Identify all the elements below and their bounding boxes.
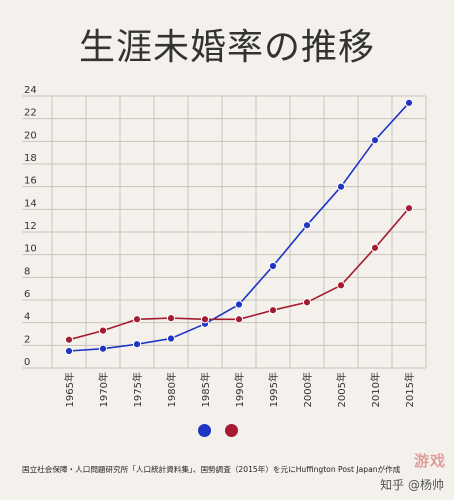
y-tick-label: 18 — [24, 153, 37, 164]
watermark: 游戏 — [413, 452, 446, 470]
x-tick-label: 2000年 — [301, 372, 314, 407]
y-tick-label: 16 — [24, 176, 37, 187]
y-tick-label: 10 — [24, 244, 37, 255]
x-tick-label: 1995年 — [267, 372, 280, 407]
chart-title: 生涯未婚率の推移 — [78, 27, 375, 68]
data-point-1 — [370, 243, 380, 252]
y-tick-label: 4 — [24, 312, 30, 323]
y-tick-label: 22 — [24, 108, 37, 119]
y-tick-label: 6 — [24, 289, 30, 300]
data-point-1 — [132, 315, 142, 324]
data-point-0 — [166, 334, 176, 343]
y-tick-label: 24 — [24, 85, 37, 96]
legend-marker-blue — [198, 424, 211, 437]
x-tick-label: 2015年 — [403, 372, 416, 407]
data-point-1 — [404, 204, 414, 213]
data-point-1 — [166, 314, 176, 323]
x-tick-labels: 1965年 1970年 1975年 1980年 1985年 1990年 1995年 2000年… — [63, 372, 416, 407]
y-tick-label: 20 — [24, 130, 37, 141]
x-tick-label: 1980年 — [165, 372, 178, 407]
data-point-0 — [370, 136, 380, 145]
data-point-1 — [302, 298, 312, 307]
x-tick-label: 2010年 — [369, 372, 382, 407]
data-point-0 — [336, 182, 346, 191]
y-tick-label: 8 — [24, 266, 30, 277]
y-tick-label: 0 — [24, 357, 30, 368]
data-point-1 — [64, 335, 74, 344]
x-tick-label: 1990年 — [233, 372, 246, 407]
data-point-0 — [98, 344, 108, 353]
credit-label: 知乎 @杨帅 — [380, 478, 444, 492]
data-point-1 — [200, 315, 210, 324]
grid — [22, 95, 427, 369]
source-note: 国立社会保障・人口問題研究所「人口統計資料集」、国勢調査（2015年）を元にHu… — [22, 465, 401, 474]
data-point-1 — [268, 306, 278, 315]
data-point-1 — [98, 326, 108, 335]
x-tick-label: 2005年 — [335, 372, 348, 407]
x-tick-label: 1965年 — [63, 372, 76, 407]
y-tick-label: 12 — [24, 221, 37, 232]
data-point-0 — [404, 98, 414, 107]
y-tick-label: 2 — [24, 334, 30, 345]
data-point-1 — [234, 315, 244, 324]
data-point-1 — [336, 281, 346, 290]
data-point-0 — [302, 221, 312, 230]
data-point-0 — [64, 346, 74, 356]
data-point-0 — [268, 261, 278, 271]
x-tick-label: 1970年 — [97, 372, 110, 407]
data-point-0 — [234, 300, 244, 309]
x-tick-label: 1985年 — [199, 372, 212, 407]
y-tick-label: 14 — [24, 198, 37, 209]
legend — [198, 424, 238, 437]
series-points — [64, 98, 414, 356]
legend-marker-red — [225, 424, 238, 437]
x-tick-label: 1975年 — [131, 372, 144, 407]
data-point-0 — [132, 340, 142, 349]
